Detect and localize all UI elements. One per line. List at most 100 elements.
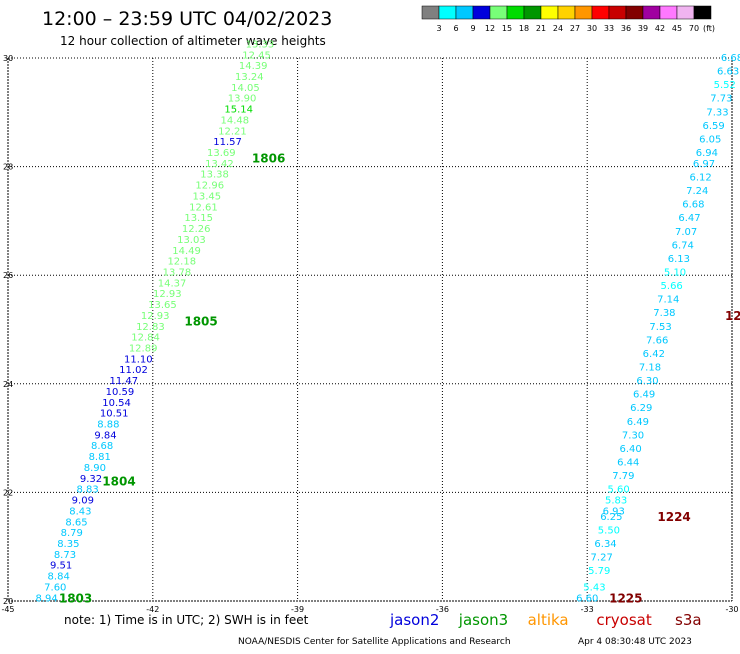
point-cryosat-33: 6.97 [693, 159, 715, 170]
point-cryosat-34: 6.94 [696, 148, 718, 159]
point-jason3-12: 8.90 [84, 463, 106, 474]
axis-ticks: -45 -42 -39 -36 -33 -30 20 22 24 26 28 30 [1, 54, 738, 614]
color-bin-label-0: 3 [436, 24, 441, 33]
point-cryosat-26: 6.13 [668, 254, 690, 265]
x-tick-label-4: -33 [581, 605, 594, 614]
point-jason3-43: 12.21 [218, 126, 247, 137]
color-bin-label-2: 9 [470, 24, 475, 33]
point-jason3-22: 11.10 [124, 354, 153, 365]
point-jason3-13: 8.81 [89, 452, 111, 463]
point-cryosat-6: 6.25 [600, 512, 622, 523]
color-bin-label-7: 24 [553, 24, 563, 33]
color-bin-6 [523, 5, 542, 20]
color-bin-label-3: 12 [485, 24, 495, 33]
point-jason3-19: 10.59 [106, 387, 135, 398]
point-jason3-40: 13.42 [205, 159, 234, 170]
color-bin-label-1: 6 [453, 24, 458, 33]
pass-label-5: 1224 [657, 510, 690, 524]
color-bin-label-6: 21 [536, 24, 546, 33]
point-cryosat-10: 7.79 [612, 471, 634, 482]
point-cryosat-40: 6.63 [717, 67, 739, 78]
pass-label-4: 1225 [609, 591, 642, 605]
color-bin-14 [659, 5, 678, 20]
pass-label-3: 1806 [252, 151, 285, 165]
color-bin-12 [625, 5, 644, 20]
footer-credit: NOAA/NESDIS Center for Satellite Applica… [238, 637, 511, 647]
satellite-altika: altika [528, 611, 569, 629]
point-cryosat-29: 6.47 [678, 213, 700, 224]
satellite-jason2: jason2 [389, 611, 439, 629]
point-jason3-24: 12.84 [131, 333, 160, 344]
point-jason3-32: 14.49 [172, 246, 201, 257]
point-cryosat-11: 6.44 [617, 458, 639, 469]
point-jason3-50: 12.45 [242, 50, 271, 61]
point-jason3-3: 9.51 [50, 561, 72, 572]
x-tick-label-3: -36 [436, 605, 449, 614]
point-jason3-37: 13.45 [193, 191, 222, 202]
color-bin-11 [608, 5, 627, 20]
color-bin-9 [574, 5, 593, 20]
point-jason3-21: 11.02 [119, 365, 148, 376]
point-jason3-41: 13.69 [207, 148, 236, 159]
point-cryosat-25: 5.10 [664, 267, 686, 278]
point-cryosat-38: 7.73 [710, 94, 732, 105]
point-cryosat-9: 5.60 [607, 485, 629, 496]
satellite-jason3: jason3 [458, 611, 508, 629]
point-cryosat-18: 7.18 [639, 363, 661, 374]
point-cryosat-4: 6.34 [594, 539, 616, 550]
point-cryosat-32: 6.12 [689, 172, 711, 183]
point-jason3-39: 13.38 [200, 170, 229, 181]
point-jason3-34: 12.26 [182, 224, 211, 235]
point-jason3-38: 12.96 [195, 181, 224, 192]
point-cryosat-23: 7.14 [657, 295, 679, 306]
point-jason3-8: 8.43 [69, 506, 91, 517]
chart-subtitle: 12 hour collection of altimeter wave hei… [60, 34, 326, 48]
point-cryosat-41: 6.68 [721, 53, 740, 64]
point-cryosat-36: 6.59 [703, 121, 725, 132]
point-jason3-46: 13.90 [228, 94, 257, 105]
color-bin-13 [642, 5, 661, 20]
color-bin-16 [693, 5, 712, 20]
color-bin-label-10: 33 [604, 24, 614, 33]
color-bin-label-13: 42 [655, 24, 665, 33]
footer-note: note: 1) Time is in UTC; 2) SWH is in fe… [64, 613, 309, 627]
point-jason3-18: 10.54 [102, 398, 131, 409]
point-jason3-16: 8.88 [97, 420, 119, 431]
color-bin-10 [591, 5, 610, 20]
point-jason3-26: 12.93 [141, 311, 170, 322]
point-cryosat-31: 7.24 [686, 186, 708, 197]
satellite-cryosat: cryosat [596, 611, 651, 629]
color-bin-label-4: 15 [502, 24, 512, 33]
point-cryosat-3: 7.27 [591, 553, 613, 564]
chart-title: 12:00 – 23:59 UTC 04/02/2023 [42, 8, 332, 30]
color-bin-label-5: 18 [519, 24, 529, 33]
point-jason3-6: 8.79 [61, 528, 83, 539]
color-bin-5 [506, 5, 525, 20]
point-cryosat-30: 6.68 [682, 200, 704, 211]
y-tick-label-3: 26 [3, 271, 13, 280]
color-bin-8 [557, 5, 576, 20]
point-jason3-17: 10.51 [100, 409, 129, 420]
pass-labels: 180318041805180612251224122312 [59, 151, 740, 605]
point-cryosat-35: 6.05 [699, 134, 721, 145]
point-cryosat-13: 7.30 [622, 430, 644, 441]
point-jason3-20: 11.47 [110, 376, 139, 387]
point-cryosat-28: 7.07 [675, 227, 697, 238]
point-jason3-25: 12.83 [136, 322, 165, 333]
point-cryosat-12: 6.40 [620, 444, 642, 455]
point-cryosat-22: 7.38 [653, 308, 675, 319]
x-tick-label-0: -45 [1, 605, 14, 614]
plot-grid [7, 57, 733, 602]
y-tick-label-0: 20 [3, 597, 13, 606]
point-jason3-45: 15.14 [224, 105, 253, 116]
y-tick-label-1: 22 [3, 488, 13, 497]
x-tick-label-5: -30 [725, 605, 738, 614]
point-cryosat-19: 6.42 [643, 349, 665, 360]
point-jason3-47: 14.05 [231, 83, 260, 94]
point-jason3-33: 13.03 [177, 235, 206, 246]
point-cryosat-24: 5.66 [661, 281, 683, 292]
point-cryosat-2: 5.79 [588, 566, 610, 577]
point-jason3-27: 13.65 [148, 300, 177, 311]
point-jason3-44: 14.48 [221, 115, 250, 126]
